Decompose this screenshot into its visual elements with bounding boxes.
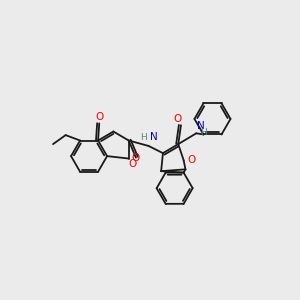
Text: O: O [95, 112, 103, 122]
Text: O: O [174, 114, 182, 124]
Text: H: H [200, 128, 207, 137]
Text: N: N [150, 132, 158, 142]
Text: N: N [197, 121, 205, 130]
Text: O: O [187, 154, 195, 165]
Text: H: H [141, 133, 147, 142]
Text: O: O [132, 153, 140, 163]
Text: O: O [128, 159, 136, 169]
